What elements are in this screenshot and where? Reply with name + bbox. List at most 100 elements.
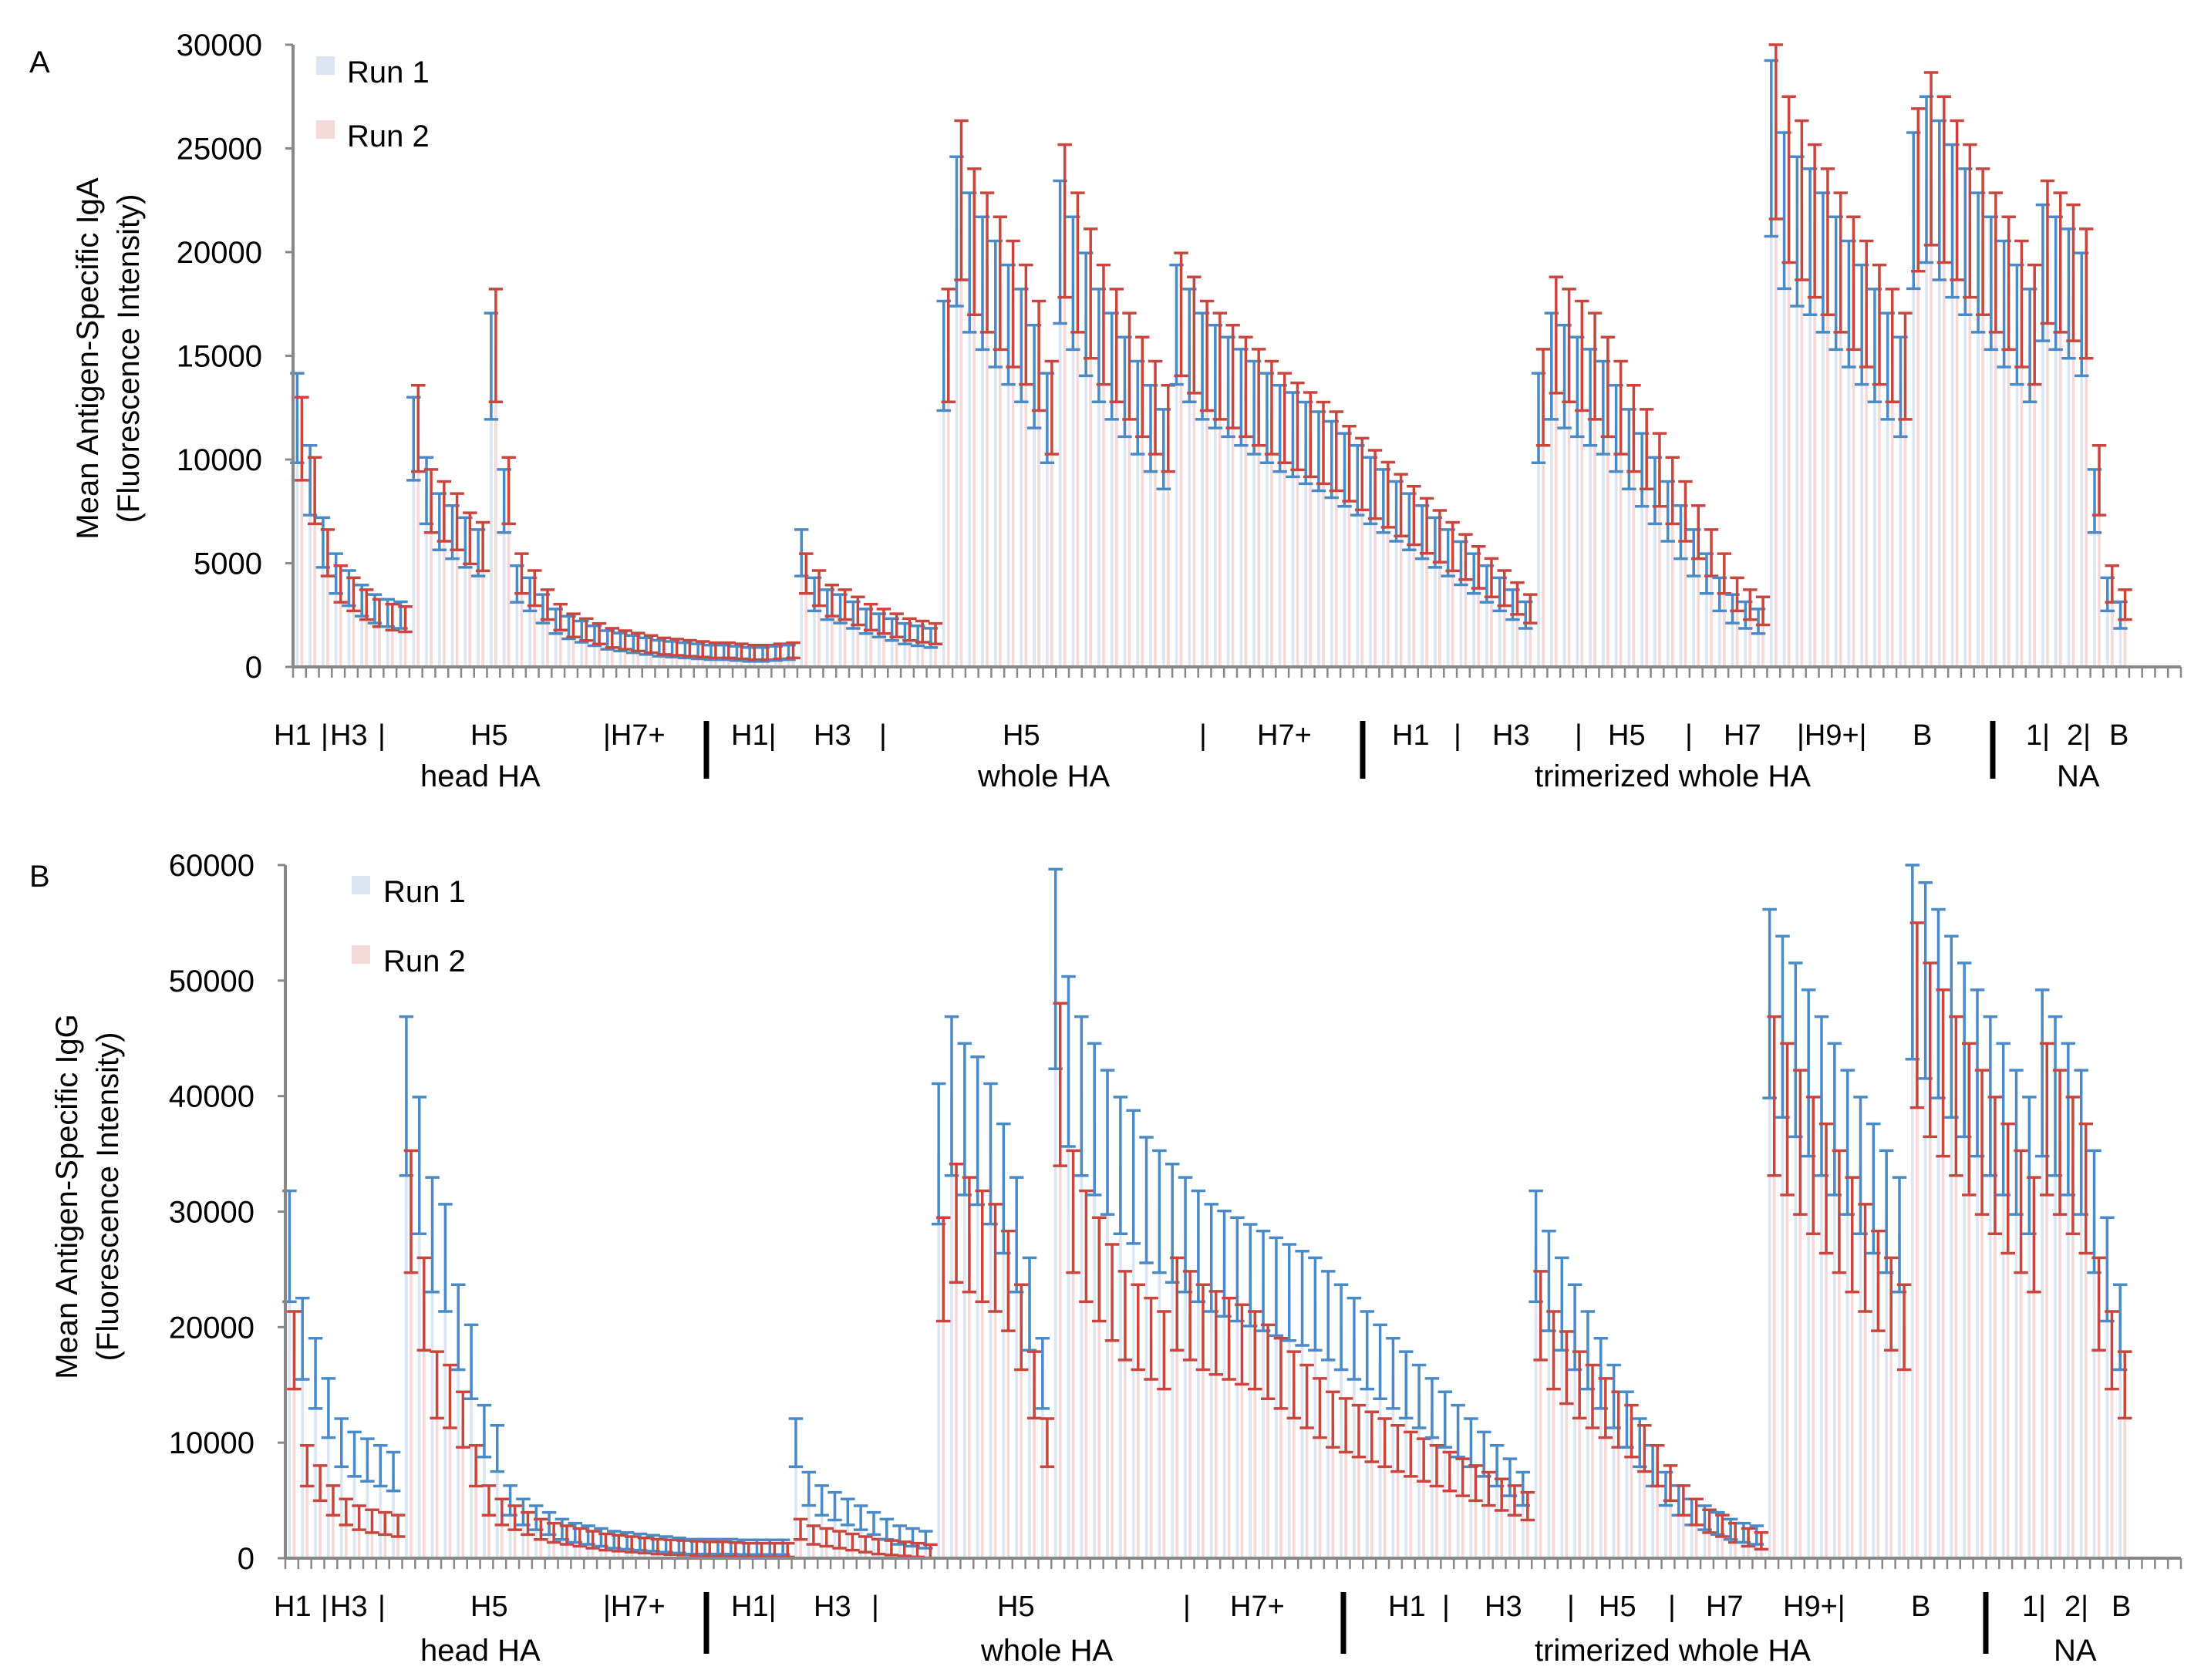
error-bar-run2 <box>423 468 439 534</box>
error-bar-run2 <box>390 1513 406 1538</box>
bar-run2 <box>1710 553 1713 667</box>
bar-run2 <box>1852 283 1855 667</box>
bar-run1 <box>1110 365 1114 667</box>
error-bar-run2 <box>1896 1283 1912 1372</box>
bar-run2 <box>344 1512 348 1558</box>
bar-run2 <box>1721 1526 1724 1558</box>
bar-run2 <box>1448 1471 1451 1559</box>
bar-run1 <box>1886 365 1889 667</box>
error-bar-run2 <box>1419 497 1434 555</box>
group-labels: head HA whole HA trimerized whole HA NA <box>420 1634 2097 1668</box>
bar-run2 <box>1542 397 1545 667</box>
bar-run1 <box>1235 1269 1239 1558</box>
error-bar-run2 <box>1044 359 1060 456</box>
bar-run2 <box>448 1396 452 1558</box>
bar-run1 <box>405 1096 408 1558</box>
bar-run1 <box>541 608 544 667</box>
bar-run2 <box>1006 1281 1010 1558</box>
bar-run1 <box>1963 241 1967 667</box>
bar-run2 <box>546 604 549 667</box>
bar-run1 <box>339 1443 343 1558</box>
bar-run1 <box>898 1535 902 1558</box>
bar-run2 <box>799 1529 802 1558</box>
bar-run1 <box>2079 1142 2083 1558</box>
bar-run2 <box>1930 158 1933 667</box>
error-bar-run2 <box>1562 288 1576 403</box>
bar-run2 <box>1981 241 1984 667</box>
group-label: head HA <box>420 1634 541 1668</box>
bar-run1 <box>308 480 312 667</box>
error-bar-run2 <box>1235 1303 1249 1386</box>
bar-run1 <box>1640 470 1643 667</box>
bar-run1 <box>1638 1443 1642 1558</box>
bar-run2 <box>1154 407 1157 667</box>
bar-run2 <box>812 1535 815 1558</box>
bar-run2 <box>1058 1084 1062 1558</box>
error-bar-run1 <box>463 1323 479 1400</box>
bar-run1 <box>1744 614 1748 667</box>
bar-run2 <box>370 1521 374 1558</box>
bar-run1 <box>1573 1327 1576 1558</box>
bar-run1 <box>288 1246 292 1558</box>
error-bar-run2 <box>1316 400 1331 486</box>
y-tick-label: 0 <box>238 1542 254 1576</box>
error-bar-run2 <box>1754 1530 1769 1551</box>
error-bar-run2 <box>1170 1256 1185 1352</box>
bar-run2 <box>1425 526 1428 667</box>
bar-run2 <box>1670 490 1674 667</box>
error-bar-run2 <box>339 1497 354 1527</box>
bar-run2 <box>1645 449 1649 667</box>
subtype-label: H3 <box>814 719 851 752</box>
bar-run2 <box>1630 1431 1633 1558</box>
bar-run1 <box>903 633 907 667</box>
error-bar-run1 <box>841 1497 855 1527</box>
bar-run1 <box>976 1130 979 1558</box>
bar-run1 <box>1222 1263 1226 1558</box>
bar-run2 <box>1669 1483 1672 1558</box>
error-bar-run2 <box>494 1497 510 1527</box>
bar-run1 <box>1161 449 1165 667</box>
error-bar-run2 <box>521 1510 535 1537</box>
error-bar-run2 <box>1923 961 1937 1139</box>
bar-run2 <box>1955 200 1959 667</box>
bar-run1 <box>1028 1304 1031 1558</box>
x-axis <box>284 1557 2182 1569</box>
error-bar-run2 <box>1624 1403 1639 1459</box>
subtype-label: H3 <box>1492 719 1530 752</box>
error-bar-run2 <box>1208 1290 1224 1376</box>
bar-run1 <box>1873 345 1876 667</box>
bar-run1 <box>981 283 984 667</box>
error-bar-run2 <box>715 1540 730 1557</box>
legend-swatch-run2 <box>352 945 370 964</box>
bar-run1 <box>347 587 351 667</box>
bar-run1 <box>1716 1523 1720 1558</box>
error-bar-run2 <box>624 1535 639 1554</box>
error-bar-run2 <box>637 1536 652 1555</box>
error-bar-run2 <box>832 1530 847 1550</box>
bar-run1 <box>1330 460 1333 667</box>
bar-run2 <box>585 629 588 667</box>
bar-run1 <box>1562 376 1566 667</box>
error-bar-run2 <box>1351 1403 1367 1459</box>
error-bar-run2 <box>1923 71 1939 247</box>
bar-run2 <box>1435 1466 1438 1558</box>
error-bar-run2 <box>863 602 878 631</box>
bar-run2 <box>1020 1327 1023 1558</box>
error-bar-run2 <box>954 119 969 281</box>
bar-run1 <box>1923 980 1927 1558</box>
error-bar-run2 <box>443 1363 457 1429</box>
bar-run2 <box>332 1500 335 1558</box>
error-bar-run2 <box>481 1484 497 1517</box>
bar-run1 <box>373 608 376 667</box>
error-bar-run2 <box>1898 311 1913 421</box>
bar-run2 <box>843 604 847 667</box>
bar-run1 <box>1369 490 1372 667</box>
bar-run2 <box>610 638 614 667</box>
error-bar-run2 <box>1260 1323 1276 1400</box>
error-bar-run2 <box>456 1390 470 1449</box>
bar-run1 <box>495 1448 499 1558</box>
error-bar-run1 <box>321 1377 336 1439</box>
bar-run2 <box>1162 1350 1166 1558</box>
error-bar-run2 <box>1704 528 1719 577</box>
bar-run1 <box>580 631 584 667</box>
